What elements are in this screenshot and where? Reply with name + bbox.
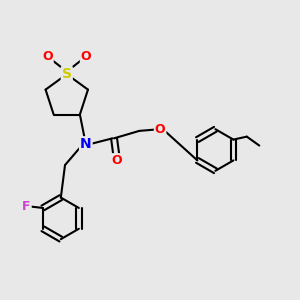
Text: O: O bbox=[42, 50, 53, 63]
Text: N: N bbox=[80, 137, 92, 151]
Text: F: F bbox=[22, 200, 31, 213]
Text: S: S bbox=[62, 67, 72, 81]
Text: O: O bbox=[112, 154, 122, 167]
Text: O: O bbox=[155, 123, 165, 136]
Text: O: O bbox=[81, 50, 92, 63]
